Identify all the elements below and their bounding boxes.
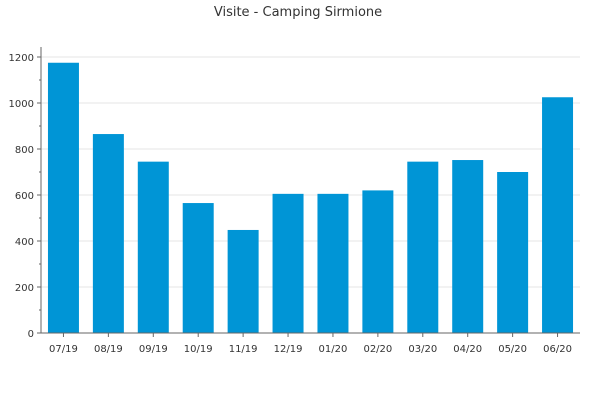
x-tick-label: 07/19 [49,344,78,355]
bar [497,172,529,333]
x-tick-label: 12/19 [274,344,303,355]
x-tick-label: 03/20 [408,344,437,355]
bar [47,62,79,333]
x-tick-label: 11/19 [229,344,258,355]
y-tick-label: 1200 [9,53,34,64]
x-tick-label: 01/20 [319,344,348,355]
bar [182,203,214,333]
bar [92,134,124,333]
bar [362,190,394,333]
bar [452,160,484,333]
y-tick-label: 400 [15,237,34,248]
bar [137,161,169,333]
y-tick-label: 1000 [9,99,34,110]
y-tick-label: 600 [15,191,34,202]
x-tick-label: 10/19 [184,344,213,355]
y-tick-label: 800 [15,145,34,156]
chart-title: Visite - Camping Sirmione [214,5,382,20]
x-tick-label: 08/19 [94,344,123,355]
bar [317,193,349,333]
bar [272,193,304,333]
y-tick-label: 200 [15,283,34,294]
y-tick-label: 0 [28,329,34,340]
bar [227,229,259,333]
x-tick-label: 06/20 [543,344,572,355]
x-tick-label: 02/20 [363,344,392,355]
bar [542,97,574,333]
bar [407,161,439,333]
axes: 0 200 400 600 800 1000 1200 07/19 08/19 09/19 10/1… [9,47,580,355]
gridlines [41,56,580,288]
x-tick-label: 09/19 [139,344,168,355]
bars [47,62,574,333]
x-tick-label: 05/20 [498,344,527,355]
x-tick-label: 04/20 [453,344,482,355]
